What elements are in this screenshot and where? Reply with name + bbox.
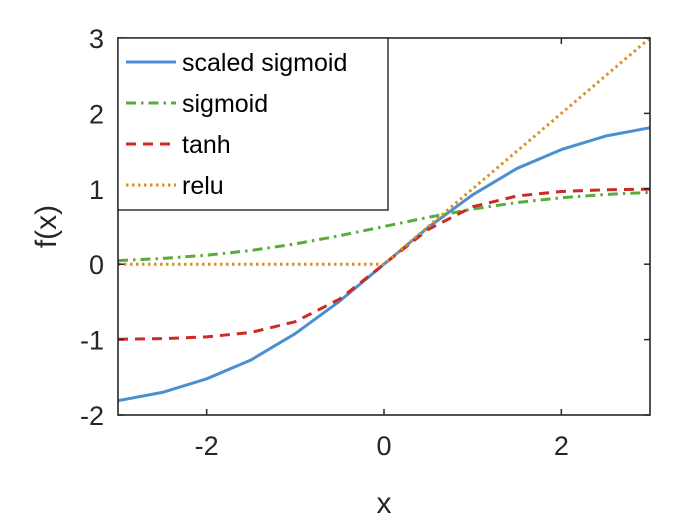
legend: scaled sigmoid sigmoid tanh relu [117,37,389,211]
series-line-relu [118,38,650,266]
y-axis-label: f(x) [30,205,63,248]
x-tick-label: -2 [195,431,219,461]
x-axis-label: x [377,487,392,520]
axis-ticks: -2 0 2 -2 -1 0 1 2 3 [80,24,650,461]
y-tick-label: -2 [80,401,104,431]
x-tick-label: 0 [376,431,391,461]
legend-entry: relu [182,172,224,200]
legend-box [117,37,389,211]
legend-entry: sigmoid [182,90,268,118]
legend-entry: scaled sigmoid [182,49,347,77]
y-tick-label: 2 [89,99,104,129]
y-tick-label: 1 [89,175,104,205]
y-tick-label: 3 [89,24,104,54]
legend-entry: tanh [182,131,231,159]
x-tick-label: 2 [554,431,569,461]
y-tick-label: -1 [80,326,104,356]
series-lines [118,38,650,403]
y-tick-label: 0 [89,250,104,280]
series-line-tanh [118,187,650,341]
